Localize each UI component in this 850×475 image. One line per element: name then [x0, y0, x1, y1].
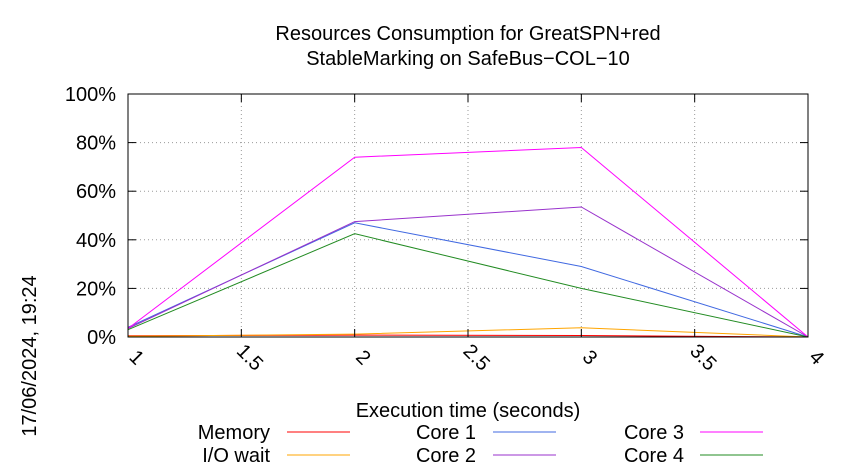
legend-label-core-3: Core 3: [624, 422, 684, 444]
y-tick-label: 100%: [65, 84, 116, 106]
legend-label-memory: Memory: [198, 422, 270, 444]
series-line-core-2: [127, 206, 809, 338]
x-tick-label: 2: [351, 346, 374, 369]
legend-label-core-4: Core 4: [624, 445, 684, 467]
chart-title-line-1: Resources Consumption for GreatSPN+red: [275, 23, 660, 45]
x-tick-label: 3.5: [685, 340, 720, 375]
x-axis-label: Execution time (seconds): [356, 400, 581, 422]
x-tick-label: 1.5: [232, 340, 267, 375]
grid: [128, 94, 808, 337]
legend-label-core-2: Core 2: [416, 445, 476, 467]
y-tick-label: 80%: [76, 133, 116, 155]
chart-title-line-2: StableMarking on SafeBus−COL−10: [306, 48, 630, 70]
legend-label-i-o-wait: I/O wait: [202, 445, 270, 467]
x-tick-label: 2.5: [459, 340, 494, 375]
x-tick-label: 3: [578, 346, 601, 369]
series-line-core-4: [127, 233, 809, 338]
x-tick-label: 4: [805, 346, 828, 369]
series-line-core-3: [127, 146, 809, 338]
legend-label-core-1: Core 1: [416, 422, 476, 444]
y-tick-label: 20%: [76, 278, 116, 300]
y-tick-label: 60%: [76, 181, 116, 203]
y-tick-label: 40%: [76, 230, 116, 252]
y-tick-label: 0%: [87, 327, 116, 349]
x-tick-label: 1: [125, 346, 148, 369]
timestamp: 17/06/2024, 19:24: [19, 275, 41, 436]
